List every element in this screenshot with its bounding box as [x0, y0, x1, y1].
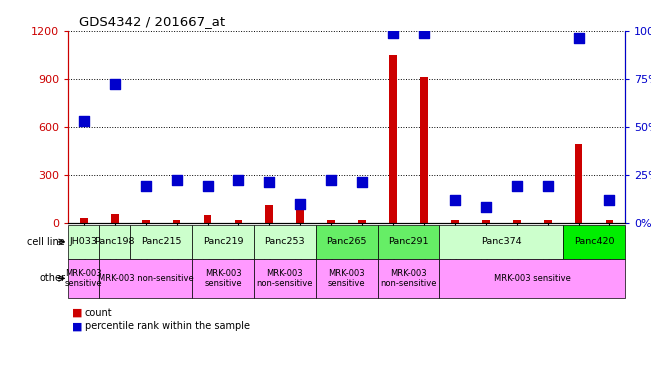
Bar [513, 220, 521, 223]
Text: MRK-003 non-sensitive: MRK-003 non-sensitive [98, 274, 193, 283]
Point [419, 30, 429, 36]
Point [233, 177, 243, 184]
Text: ■: ■ [72, 308, 82, 318]
Text: other: other [39, 273, 65, 283]
Bar [389, 55, 397, 223]
Point [388, 30, 398, 36]
Point [326, 177, 337, 184]
Point [357, 179, 367, 185]
Text: Panc215: Panc215 [141, 237, 182, 247]
Bar [451, 220, 459, 223]
Point [79, 118, 89, 124]
Point [574, 35, 584, 41]
Bar [327, 220, 335, 223]
Point [295, 200, 305, 207]
Text: Panc253: Panc253 [264, 237, 305, 247]
Text: Panc374: Panc374 [481, 237, 521, 247]
Text: Panc291: Panc291 [388, 237, 429, 247]
Point [202, 183, 213, 189]
Bar [605, 220, 613, 223]
Text: Panc265: Panc265 [326, 237, 367, 247]
Bar [482, 220, 490, 223]
Text: Panc198: Panc198 [94, 237, 135, 247]
Bar [544, 220, 551, 223]
Text: percentile rank within the sample: percentile rank within the sample [85, 321, 249, 331]
Bar [80, 218, 88, 223]
Text: Panc420: Panc420 [574, 237, 615, 247]
Text: cell line: cell line [27, 237, 65, 247]
Point [450, 197, 460, 203]
Text: GDS4342 / 201667_at: GDS4342 / 201667_at [79, 15, 226, 28]
Bar [296, 205, 304, 223]
Bar [575, 144, 583, 223]
Point [171, 177, 182, 184]
Text: JH033: JH033 [70, 237, 98, 247]
Text: MRK-003
sensitive: MRK-003 sensitive [204, 269, 242, 288]
Point [512, 183, 522, 189]
Text: MRK-003
non-sensitive: MRK-003 non-sensitive [256, 269, 313, 288]
Bar [420, 77, 428, 223]
Text: ■: ■ [72, 321, 82, 331]
Point [480, 204, 491, 210]
Point [542, 183, 553, 189]
Text: MRK-003 sensitive: MRK-003 sensitive [493, 274, 571, 283]
Bar [142, 220, 150, 223]
Bar [204, 215, 212, 223]
Text: MRK-003
sensitive: MRK-003 sensitive [328, 269, 365, 288]
Bar [266, 205, 273, 223]
Text: count: count [85, 308, 112, 318]
Bar [111, 214, 118, 223]
Bar [234, 220, 242, 223]
Point [604, 197, 615, 203]
Text: Panc219: Panc219 [202, 237, 243, 247]
Text: MRK-003
sensitive: MRK-003 sensitive [65, 269, 103, 288]
Point [109, 81, 120, 88]
Text: MRK-003
non-sensitive: MRK-003 non-sensitive [380, 269, 437, 288]
Bar [358, 220, 366, 223]
Bar [173, 220, 180, 223]
Point [264, 179, 275, 185]
Point [141, 183, 151, 189]
